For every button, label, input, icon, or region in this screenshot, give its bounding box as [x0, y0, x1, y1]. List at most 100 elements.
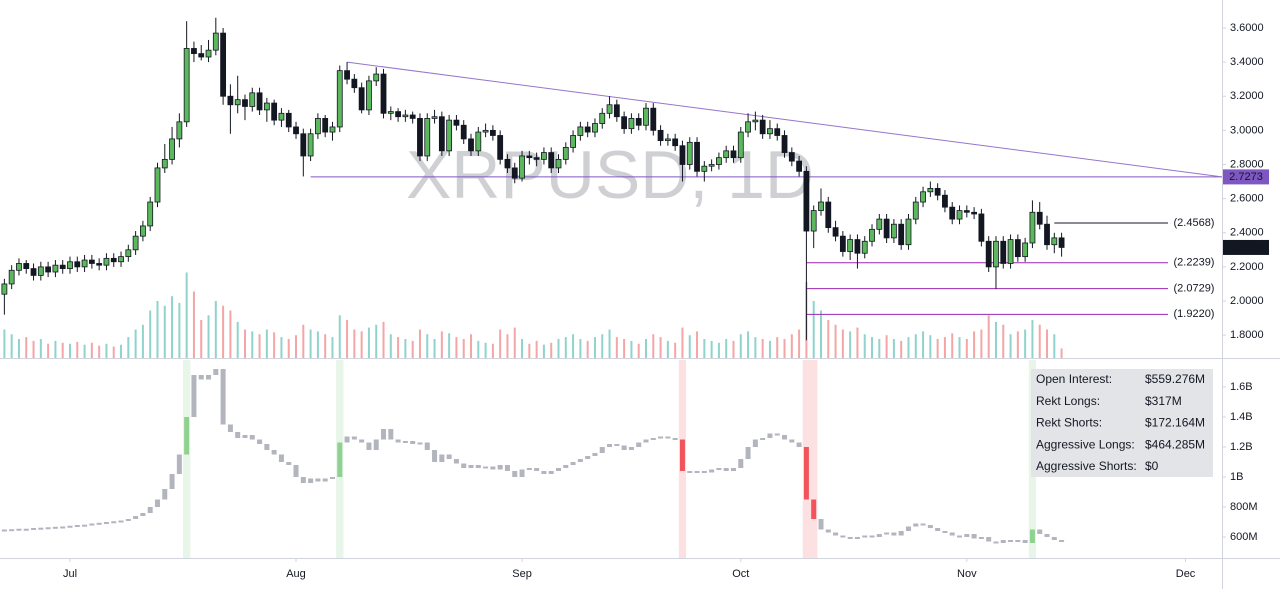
- x-tick-label: Sep: [512, 568, 532, 580]
- volume-bar: [593, 337, 596, 358]
- y-tick-label: 3.6000: [1230, 22, 1264, 34]
- volume-bar: [222, 305, 225, 358]
- oi-candle: [723, 468, 729, 471]
- y-tick-label: 3.2000: [1230, 90, 1264, 102]
- oi-candle: [840, 535, 846, 538]
- candle-body: [657, 129, 664, 142]
- candle-body: [934, 187, 941, 196]
- price-tag-label: 2.3139: [1229, 241, 1263, 253]
- volume-bar: [178, 302, 181, 358]
- volume-bar: [207, 315, 210, 358]
- volume-bar: [1053, 334, 1056, 358]
- oi-candle: [650, 438, 656, 440]
- oi-candle: [1000, 540, 1006, 543]
- volume-bar: [61, 342, 64, 358]
- oi-candle: [96, 522, 102, 525]
- oi-candle: [206, 375, 212, 380]
- volume-bar: [462, 339, 465, 358]
- volume-bar: [747, 331, 750, 358]
- volume-bar: [236, 321, 239, 358]
- oi-candle: [993, 541, 999, 544]
- candle-body: [898, 223, 905, 246]
- oi-candle: [271, 450, 277, 455]
- candle-body: [1036, 211, 1043, 225]
- candle-body: [227, 95, 234, 106]
- oi-candle: [760, 438, 766, 440]
- volume-bar: [965, 339, 968, 358]
- candle-body: [767, 128, 773, 135]
- oi-candle: [198, 375, 204, 380]
- volume-bar: [127, 337, 130, 358]
- volume-bar: [849, 331, 852, 358]
- volume-bar: [120, 344, 123, 358]
- candle-body: [154, 167, 161, 203]
- volume-bar: [331, 337, 334, 358]
- candle-body: [890, 223, 897, 239]
- volume-bar: [39, 339, 42, 358]
- oi-candle: [162, 489, 168, 500]
- candle-body: [373, 73, 380, 82]
- candle-body: [803, 170, 810, 232]
- volume-bar: [433, 339, 436, 358]
- volume-bar: [214, 301, 217, 358]
- candle-body: [664, 138, 671, 142]
- candle-body: [861, 240, 868, 254]
- volume-bar: [557, 339, 560, 358]
- volume-bar: [3, 329, 6, 358]
- volume-bar: [878, 339, 881, 358]
- oi-candle: [534, 468, 540, 471]
- candle-body: [140, 225, 146, 237]
- oi-candle: [752, 439, 758, 447]
- oi-candle: [103, 522, 109, 524]
- candle-body: [52, 264, 59, 273]
- oi-candle: [614, 444, 620, 446]
- oi-candle: [767, 433, 773, 438]
- candle-body: [730, 150, 737, 159]
- candle-body: [59, 264, 66, 269]
- candle-body: [198, 53, 205, 58]
- candle-body: [869, 228, 875, 242]
- oi-candle: [468, 465, 474, 468]
- candle-body: [1022, 242, 1029, 258]
- volume-bar: [200, 320, 203, 358]
- candle-body: [161, 158, 168, 169]
- candle-body: [293, 126, 299, 135]
- candle-body: [810, 210, 817, 232]
- candle-body: [635, 118, 642, 126]
- candle-body: [81, 259, 88, 268]
- oi-candle: [1015, 540, 1021, 542]
- oi-candle: [1008, 540, 1014, 542]
- oi-candle: [964, 534, 970, 537]
- volume-bar: [287, 339, 290, 358]
- volume-bar: [273, 332, 276, 358]
- volume-bar: [404, 339, 407, 358]
- candle-body: [285, 112, 292, 128]
- candle-body: [395, 111, 401, 118]
- volume-bar: [1046, 329, 1049, 358]
- candle-body: [912, 201, 919, 220]
- candle-body: [701, 165, 708, 172]
- volume-bar: [258, 334, 261, 358]
- candle-body: [212, 32, 219, 51]
- candle-body: [511, 167, 518, 179]
- oi-candle: [905, 526, 911, 531]
- oi-candle: [402, 441, 408, 443]
- volume-bar: [346, 320, 349, 358]
- volume-bar: [353, 329, 356, 358]
- volume-bar: [637, 343, 640, 358]
- volume-bar: [32, 340, 35, 358]
- oi-candle: [184, 417, 190, 455]
- info-value: $172.164M: [1145, 416, 1205, 430]
- candle-body: [788, 152, 795, 162]
- trend-line: [346, 61, 1223, 178]
- y-tick-label: 1.6B: [1230, 381, 1253, 393]
- candle-body: [971, 211, 978, 215]
- candle-body: [482, 129, 489, 133]
- volume-bar: [375, 324, 378, 358]
- oi-candle: [665, 436, 671, 439]
- volume-bar: [659, 337, 662, 358]
- candle-body: [489, 129, 496, 136]
- info-label: Open Interest:: [1036, 372, 1112, 386]
- candle-body: [249, 92, 256, 107]
- oi-candle: [60, 526, 66, 529]
